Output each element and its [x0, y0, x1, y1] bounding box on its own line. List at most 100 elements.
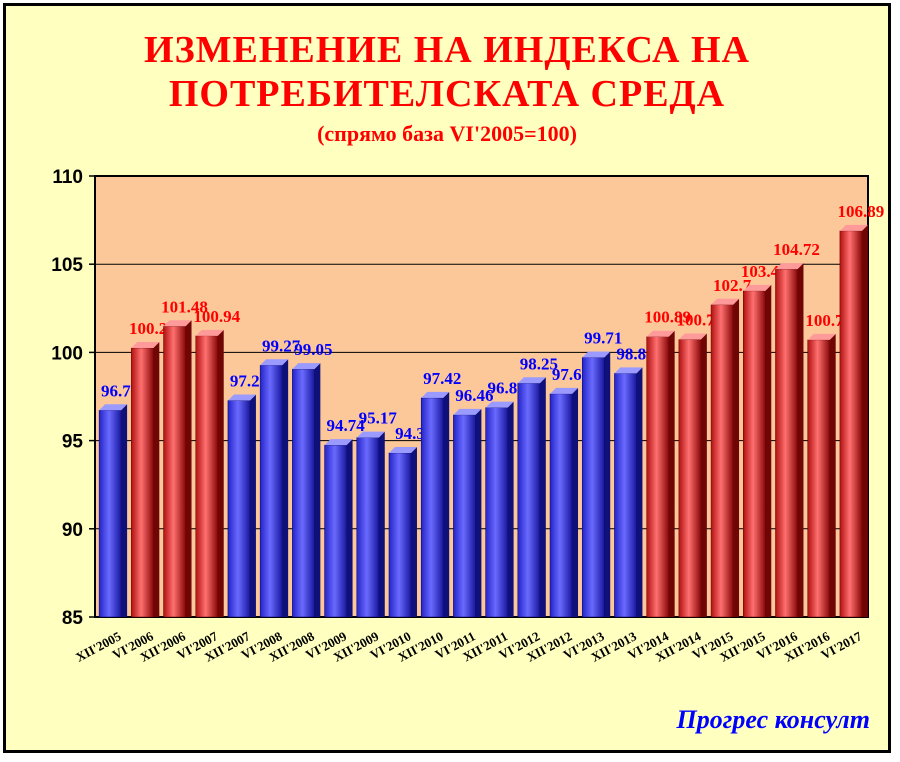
bar-side: [572, 387, 579, 617]
bar: [743, 290, 766, 618]
bar-top: [131, 341, 160, 348]
bar: [485, 407, 508, 618]
bar: [163, 326, 186, 618]
bar: [839, 230, 863, 618]
bar-chart: 85909510010511096.72XII'2005100.25VI'200…: [51, 167, 885, 665]
bar-top: [324, 439, 353, 446]
bar-side: [604, 351, 611, 617]
bar-top: [807, 333, 836, 340]
chart-title-line2: ПОТРЕБИТЕЛСКАТА СРЕДА: [168, 73, 726, 115]
bar-side: [829, 333, 836, 617]
bar-side: [443, 391, 450, 617]
bar-side: [733, 298, 740, 617]
data-label: 106.89: [838, 202, 885, 221]
bar: [807, 339, 830, 618]
plot-area: [94, 175, 869, 618]
watermark-text: Прогрес консулт: [676, 705, 870, 734]
data-label: 99.05: [294, 340, 332, 359]
data-label: 98.25: [520, 354, 558, 373]
data-label: 97.27: [230, 372, 269, 391]
y-tick-label: 105: [51, 255, 83, 276]
bar-side: [861, 224, 868, 617]
bar-top: [550, 387, 579, 394]
bar-top: [711, 298, 740, 305]
bar-top: [227, 394, 256, 401]
bar: [356, 437, 380, 618]
bar-top: [839, 224, 868, 231]
bar: [517, 383, 541, 618]
y-tick-label: 85: [62, 608, 84, 629]
bar: [195, 335, 218, 618]
bar-side: [217, 329, 224, 617]
bar: [259, 365, 283, 618]
y-tick-label: 90: [62, 520, 83, 541]
bar: [292, 368, 315, 618]
bar-side: [282, 359, 289, 617]
data-label: 104.72: [773, 240, 820, 259]
bar: [131, 347, 154, 618]
chart-subtitle: (спрямо база VI'2005=100): [317, 121, 577, 146]
bar-side: [668, 330, 675, 617]
data-label: 96.72: [101, 381, 139, 400]
bar: [420, 397, 444, 618]
data-label: 94.74: [326, 416, 365, 435]
bar-top: [195, 329, 224, 336]
bar: [678, 339, 702, 618]
data-label: 100.89: [644, 308, 691, 327]
bar-side: [700, 333, 707, 617]
bar-side: [410, 446, 417, 617]
bar-top: [485, 401, 514, 408]
bar: [549, 393, 573, 618]
bar: [581, 357, 605, 618]
bar-top: [421, 391, 450, 398]
bar: [646, 336, 669, 618]
data-label: 97.42: [423, 369, 461, 388]
bar-side: [314, 363, 321, 617]
chart-title-line1: ИЗМЕНЕНИЕ НА ИНДЕКСА НА: [144, 29, 750, 71]
bar: [388, 452, 412, 618]
bar-side: [249, 394, 256, 617]
bar-top: [517, 377, 546, 384]
bar-top: [743, 284, 772, 291]
bar-side: [765, 284, 772, 617]
bar: [98, 410, 122, 618]
data-label: 100.94: [193, 307, 240, 326]
bar-top: [453, 408, 482, 415]
bar-top: [582, 351, 611, 358]
bar: [453, 414, 476, 618]
bar-side: [507, 401, 514, 617]
bar-top: [775, 263, 804, 270]
data-label: 99.71: [584, 329, 622, 348]
data-label: 99.27: [262, 336, 301, 355]
bar-top: [292, 363, 321, 370]
bar: [710, 304, 734, 618]
data-label: 96.87: [487, 379, 526, 398]
bar: [614, 373, 637, 618]
bar-top: [163, 320, 192, 327]
bar-side: [121, 404, 128, 617]
bar-top: [614, 367, 643, 374]
bar-side: [346, 439, 353, 617]
bar-top: [356, 431, 385, 438]
bar: [227, 400, 251, 618]
bar-top: [678, 333, 707, 340]
data-label: 98.81: [616, 344, 654, 363]
bar: [775, 268, 798, 618]
data-label: 96.46: [455, 386, 493, 405]
data-label: 102.7: [713, 276, 752, 295]
bar-side: [636, 367, 643, 617]
bar-side: [153, 341, 160, 617]
bar-side: [797, 263, 804, 617]
bar-side: [539, 377, 546, 617]
bar-top: [646, 330, 675, 337]
data-label: 94.3: [395, 424, 425, 443]
bar-side: [378, 431, 385, 617]
y-tick-label: 110: [52, 167, 83, 188]
bar: [324, 444, 347, 618]
bar-side: [475, 408, 482, 617]
y-tick-label: 95: [62, 432, 84, 453]
data-label: 97.65: [552, 365, 590, 384]
bar-side: [185, 320, 192, 617]
bar-top: [388, 446, 417, 453]
bar-top: [99, 404, 128, 411]
